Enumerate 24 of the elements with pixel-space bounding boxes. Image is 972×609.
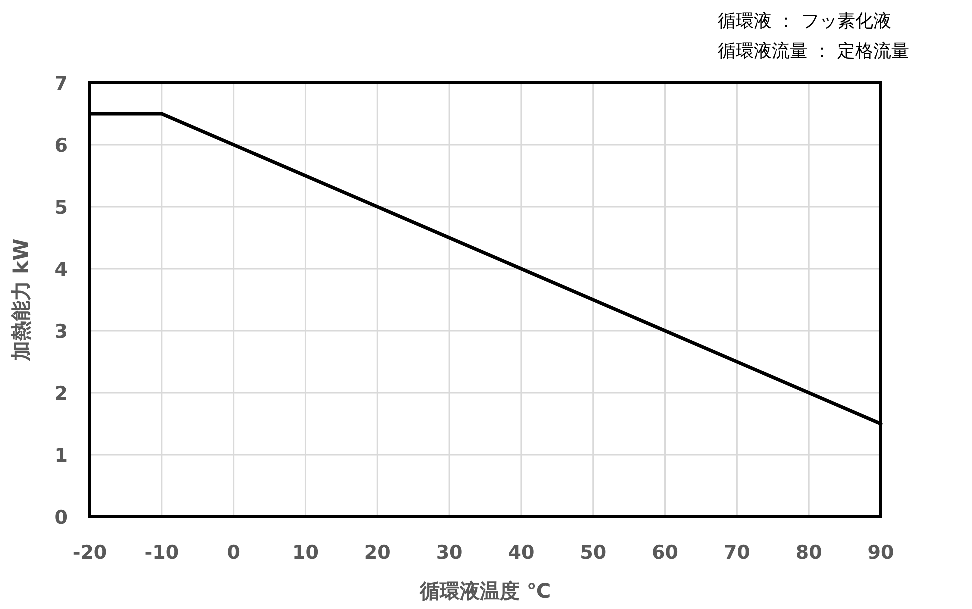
x-tick-label: 10: [292, 542, 319, 564]
text: 循環液流量 ： 定格流量: [718, 41, 910, 62]
y-tick-label: 5: [54, 197, 68, 219]
y-tick-label: 0: [54, 507, 68, 529]
x-tick-label: 40: [508, 542, 535, 564]
x-axis-title: 循環液温度 ℃: [418, 579, 552, 603]
x-tick-label: 50: [580, 542, 607, 564]
x-tick-label: 30: [436, 542, 463, 564]
x-tick-label: 70: [724, 542, 750, 564]
y-tick-label: 2: [54, 383, 68, 405]
x-tick-label: 0: [227, 542, 240, 564]
text: 循環液 ： フッ素化液: [718, 11, 892, 32]
x-tick-label: -20: [72, 542, 108, 564]
y-tick-label: 1: [54, 445, 68, 467]
x-tick-label: 20: [364, 542, 391, 564]
x-tick-label: 80: [796, 542, 822, 564]
y-tick-label: 7: [54, 73, 68, 95]
x-tick-label: 90: [868, 542, 894, 564]
y-axis-title: 加熱能力 kW: [9, 238, 33, 362]
x-tick-label: -10: [144, 542, 180, 564]
y-tick-label: 3: [54, 321, 68, 343]
x-tick-label: 60: [652, 542, 678, 564]
y-tick-label: 4: [54, 259, 68, 281]
y-tick-label: 6: [54, 135, 68, 157]
